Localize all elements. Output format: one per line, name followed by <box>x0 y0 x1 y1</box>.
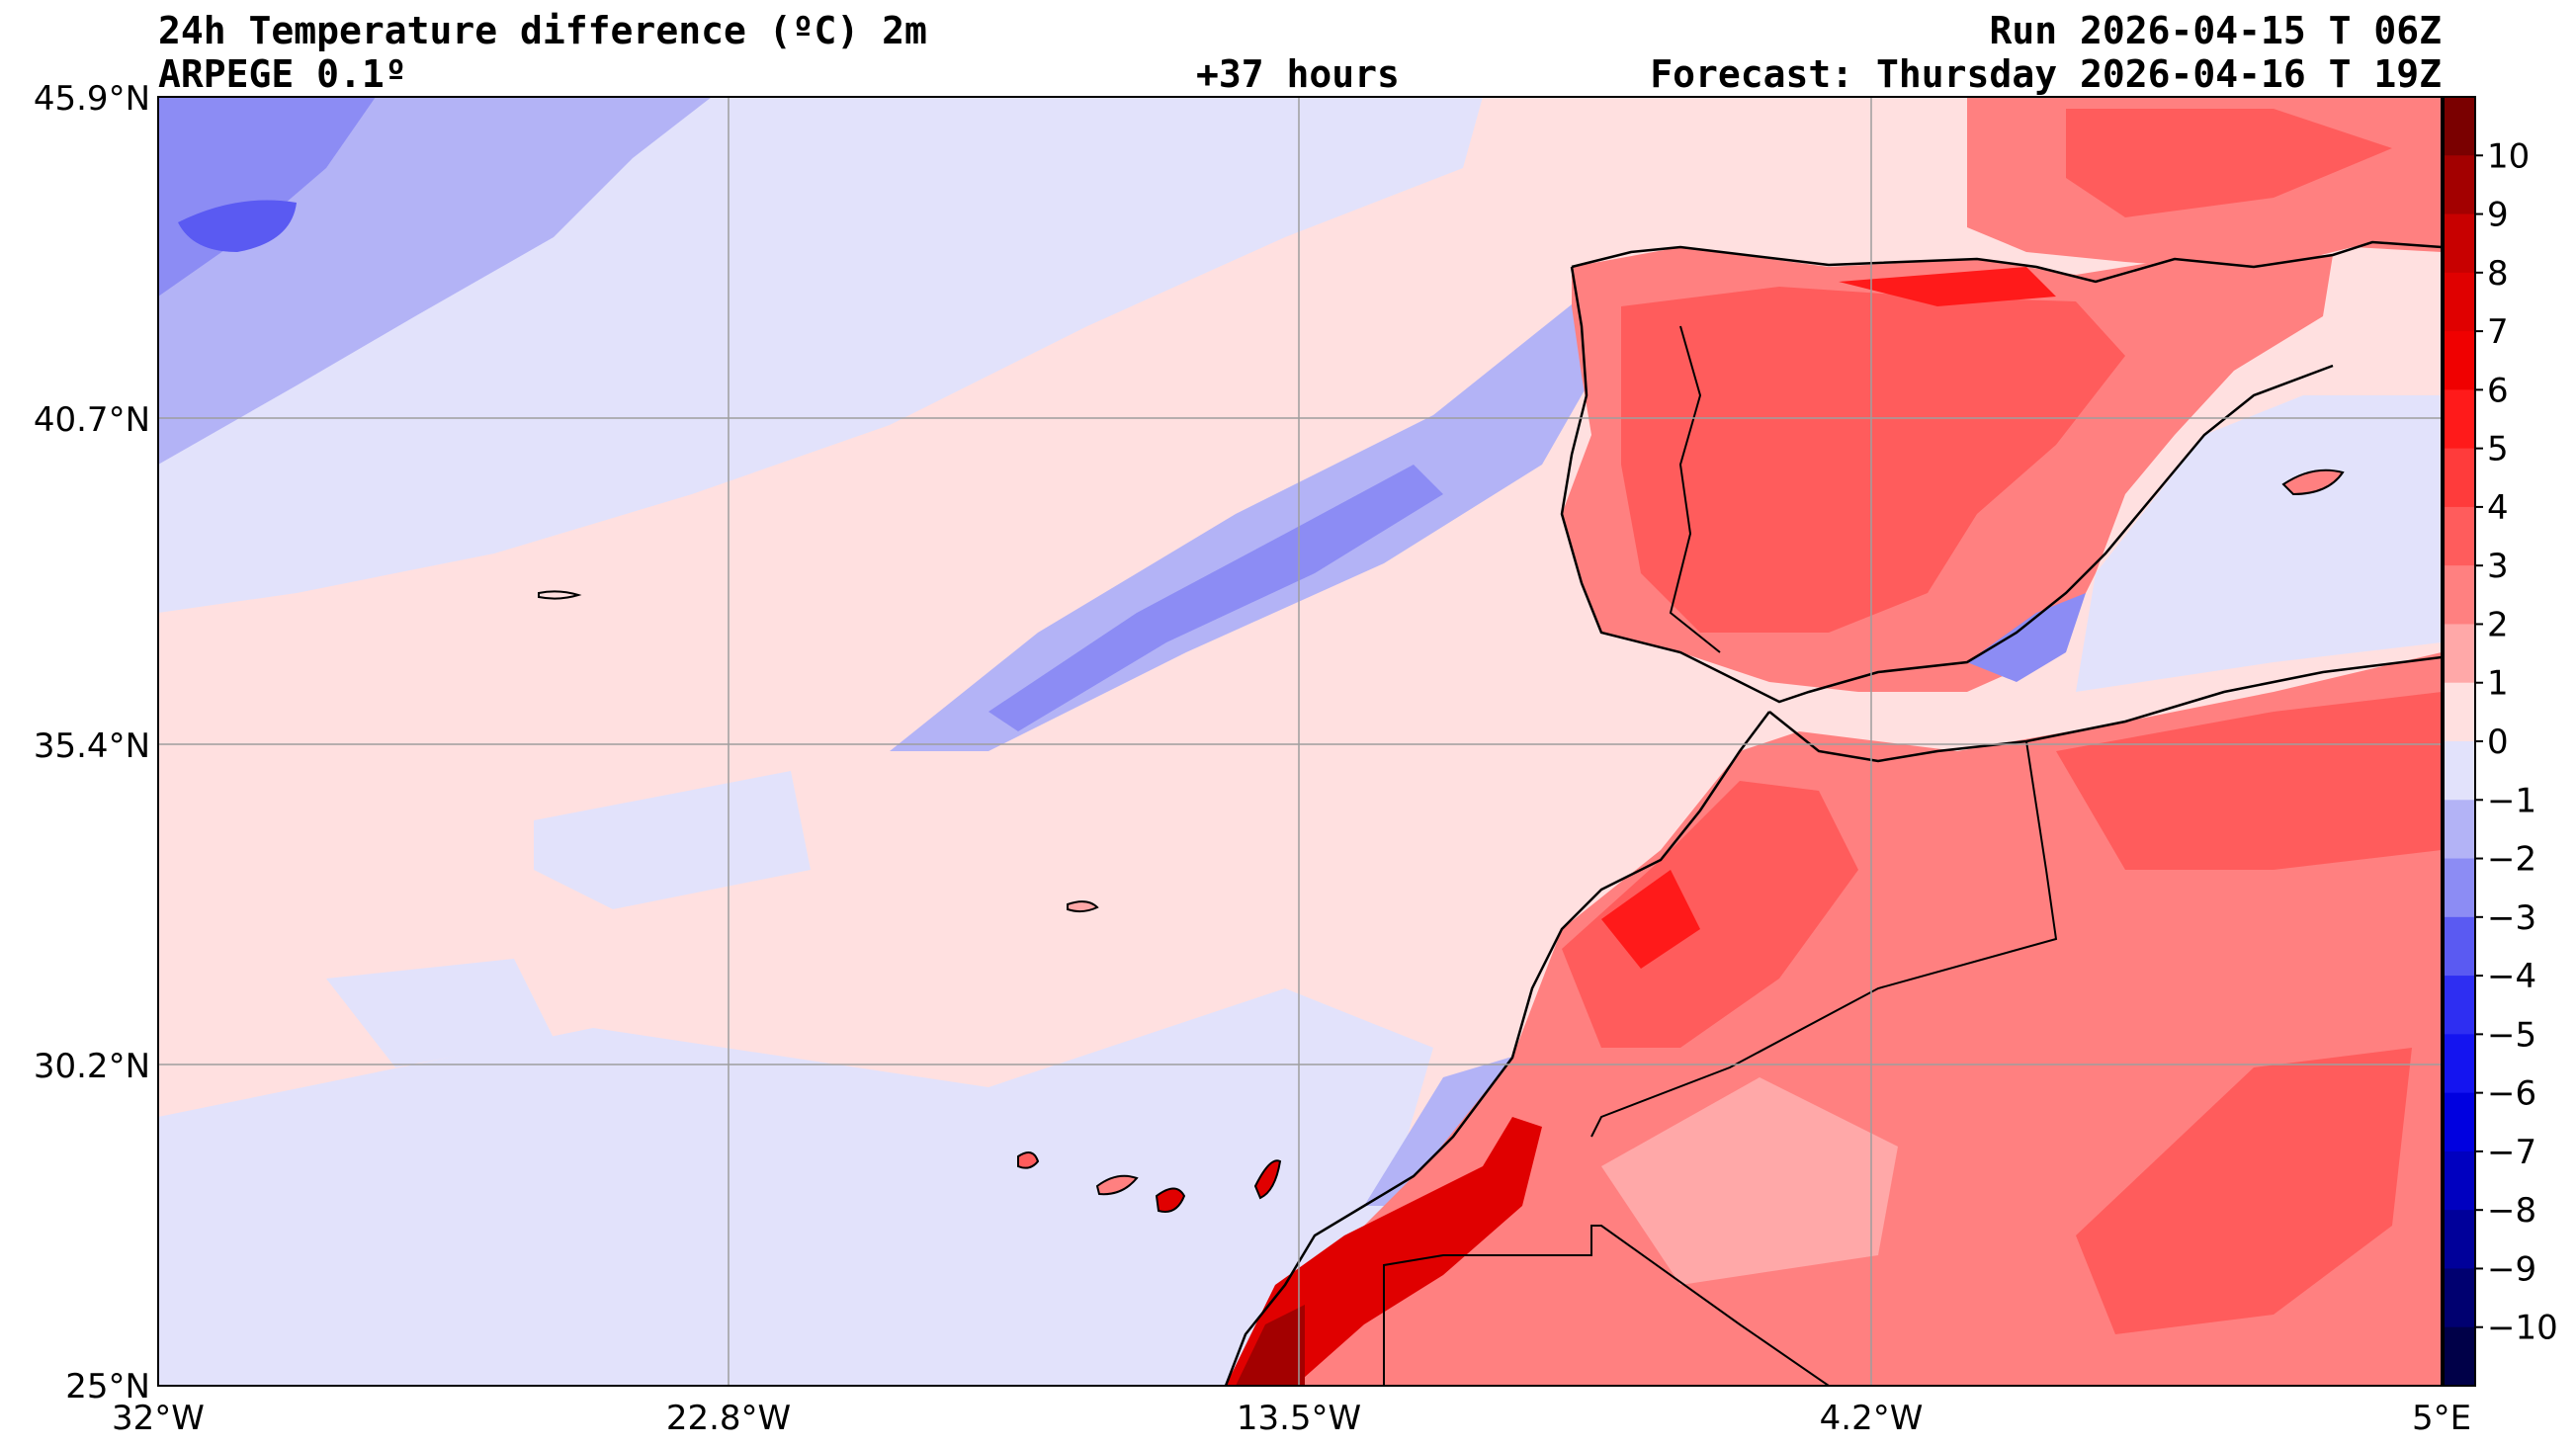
colorbar-tick-label: −7 <box>2487 1133 2536 1172</box>
land-africa-hot <box>1562 781 1858 1048</box>
land-africa-spot <box>1601 870 1700 969</box>
lon-tick-label: 5°E <box>2412 1399 2471 1438</box>
colorbar-tick-label: 3 <box>2487 547 2509 586</box>
colorbar-tick-label: 9 <box>2487 196 2509 235</box>
border-morocco-algeria <box>1590 740 2058 1138</box>
island-canary-3 <box>1017 1151 1040 1169</box>
island-canary-4 <box>1095 1174 1139 1196</box>
lon-tick-label: 13.5°W <box>1237 1399 1361 1438</box>
colorbar-tick-label: −10 <box>2487 1309 2558 1348</box>
colorbar-tick-label: 4 <box>2487 488 2509 528</box>
colorbar-segment <box>2444 858 2475 918</box>
coastline-iberia <box>1571 240 2442 284</box>
colorbar-tick-label: −9 <box>2487 1249 2536 1289</box>
colorbar-segment <box>2444 1150 2475 1211</box>
island-balearic <box>2281 468 2345 496</box>
land-iberia-hot <box>1621 287 2125 633</box>
colorbar-segment <box>2444 800 2475 860</box>
island-azores <box>538 590 582 600</box>
land-iberia-north-strip <box>1839 267 2056 306</box>
land-africa-hot-east <box>2056 692 2442 870</box>
cool-band-core <box>988 465 1443 731</box>
colorbar-segment <box>2444 506 2475 566</box>
colorbar-segment <box>2444 1092 2475 1152</box>
cool-band-atlantic <box>890 297 1621 751</box>
lead-time: +37 hours <box>1196 52 1400 96</box>
colorbar-tick-label: 1 <box>2487 664 2509 704</box>
colorbar-tick-label: 8 <box>2487 254 2509 294</box>
colorbar-segments <box>2444 97 2475 1387</box>
colorbar-segment <box>2444 155 2475 215</box>
cool-patch-southwest <box>326 959 554 1067</box>
map-title: 24h Temperature difference (ºC) 2m <box>158 9 927 52</box>
sea-alboran-cool <box>1967 593 2086 682</box>
colorbar-segment <box>2444 331 2475 390</box>
cool-spot-core <box>178 200 297 252</box>
land-france-hot <box>2066 109 2392 217</box>
colorbar-segment <box>2444 741 2475 801</box>
colorbar-segment <box>2444 682 2475 742</box>
colorbar-tick-label: −4 <box>2487 957 2536 996</box>
colorbar-segment <box>2444 448 2475 508</box>
colorbar-tick-label: 6 <box>2487 371 2509 410</box>
lon-tick-label: 22.8°W <box>666 1399 791 1438</box>
cool-patch-central <box>534 771 811 909</box>
colorbar-segment <box>2444 97 2475 156</box>
coastline-iberia-west <box>1560 266 2334 704</box>
island-madeira <box>1067 900 1099 913</box>
colorbar-tick-label: −6 <box>2487 1074 2536 1114</box>
colorbar-tick-label: 10 <box>2487 136 2530 176</box>
colorbar-tick-label: −2 <box>2487 840 2536 880</box>
map-gridlines <box>158 97 2442 1386</box>
lon-tick-label: 4.2°W <box>1820 1399 1924 1438</box>
colorbar-tick-label: −5 <box>2487 1015 2536 1055</box>
colorbar-segment <box>2444 624 2475 684</box>
lat-tick-label: 45.9°N <box>34 79 150 119</box>
model-name: ARPEGE 0.1º <box>158 52 407 96</box>
colorbar-tick-label: −1 <box>2487 781 2536 820</box>
colorbar-segment <box>2444 389 2475 450</box>
colorbar-segment <box>2444 1034 2475 1094</box>
island-canary-1 <box>1155 1187 1186 1213</box>
colorbar-segment <box>2444 565 2475 626</box>
colorbar-segment <box>2444 976 2475 1035</box>
colorbar-tick-label: 2 <box>2487 605 2509 644</box>
lat-tick-label: 40.7°N <box>34 400 150 440</box>
map-area <box>158 97 2442 1386</box>
run-time: Run 2026-04-15 T 06Z <box>1989 9 2442 52</box>
lat-tick-label: 30.2°N <box>34 1047 150 1086</box>
colorbar-tick-label: −3 <box>2487 898 2536 938</box>
colorbar-segment <box>2444 1326 2475 1387</box>
lat-tick-label: 35.4°N <box>34 726 150 766</box>
colorbar-segment <box>2444 1268 2475 1328</box>
map-frame <box>157 96 2443 1387</box>
island-canary-2 <box>1253 1159 1282 1200</box>
colorbar-segment <box>2444 916 2475 977</box>
sea-mediterranean <box>2076 395 2442 692</box>
colorbar-tick-label: −8 <box>2487 1191 2536 1231</box>
lon-tick-label: 32°W <box>112 1399 205 1438</box>
border-portugal-spain <box>1669 325 1721 653</box>
forecast-time: Forecast: Thursday 2026-04-16 T 19Z <box>1650 52 2442 96</box>
colorbar-segment <box>2444 213 2475 274</box>
colorbar-tick-label: 5 <box>2487 430 2509 469</box>
border-western-sahara <box>1383 1225 1830 1386</box>
colorbar-segment <box>2444 1210 2475 1270</box>
land-africa-hot-south <box>2076 1048 2412 1334</box>
land-africa-pale <box>1601 1077 1898 1285</box>
colorbar-tick-label: 7 <box>2487 312 2509 352</box>
coastline-africa-west <box>1224 711 1770 1386</box>
cool-patch-south <box>158 988 1433 1386</box>
lat-tick-label: 25°N <box>65 1367 150 1406</box>
land-coast-hottest <box>1236 1305 1305 1386</box>
colorbar-segment <box>2444 272 2475 332</box>
colorbar-tick-label: 0 <box>2487 723 2509 762</box>
